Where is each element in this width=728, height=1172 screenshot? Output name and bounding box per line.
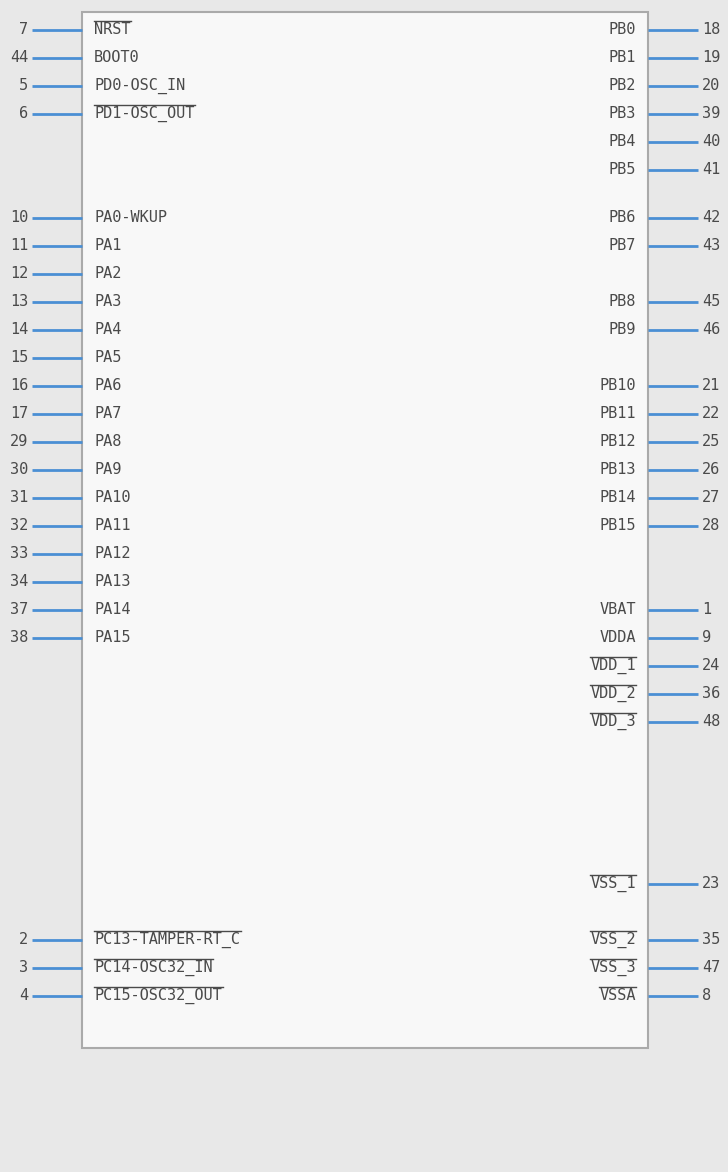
Text: PA13: PA13 [94, 574, 130, 590]
Text: PD0-OSC_IN: PD0-OSC_IN [94, 77, 185, 94]
Text: 16: 16 [9, 379, 28, 394]
Text: 30: 30 [9, 463, 28, 477]
Text: 33: 33 [9, 546, 28, 561]
Text: 9: 9 [702, 631, 711, 646]
Text: PB10: PB10 [599, 379, 636, 394]
Text: 29: 29 [9, 435, 28, 450]
Text: PB2: PB2 [609, 79, 636, 94]
Text: PA8: PA8 [94, 435, 122, 450]
Text: 4: 4 [19, 988, 28, 1003]
Text: 25: 25 [702, 435, 720, 450]
Text: 11: 11 [9, 238, 28, 253]
Text: PB5: PB5 [609, 163, 636, 177]
Text: PA10: PA10 [94, 491, 130, 505]
Text: VSS_1: VSS_1 [590, 875, 636, 892]
Text: 47: 47 [702, 961, 720, 975]
Text: 7: 7 [19, 22, 28, 38]
Bar [82, 12, 648, 1048]
Text: VSSA: VSSA [599, 988, 636, 1003]
Text: 43: 43 [702, 238, 720, 253]
Text: PA1: PA1 [94, 238, 122, 253]
Text: VSS_3: VSS_3 [590, 960, 636, 976]
Text: 20: 20 [702, 79, 720, 94]
Text: 19: 19 [702, 50, 720, 66]
Text: VDD_2: VDD_2 [590, 686, 636, 702]
Text: 41: 41 [702, 163, 720, 177]
Text: 22: 22 [702, 407, 720, 422]
Text: 21: 21 [702, 379, 720, 394]
Text: PD1-OSC_OUT: PD1-OSC_OUT [94, 105, 194, 122]
Text: 46: 46 [702, 322, 720, 338]
Text: 17: 17 [9, 407, 28, 422]
Text: PB15: PB15 [599, 518, 636, 533]
Text: 44: 44 [9, 50, 28, 66]
Text: 8: 8 [702, 988, 711, 1003]
Text: 15: 15 [9, 350, 28, 366]
Text: PA15: PA15 [94, 631, 130, 646]
Text: 6: 6 [19, 107, 28, 122]
Text: PA7: PA7 [94, 407, 122, 422]
Text: 32: 32 [9, 518, 28, 533]
Text: PB7: PB7 [609, 238, 636, 253]
Text: 42: 42 [702, 211, 720, 225]
Text: 2: 2 [19, 933, 28, 947]
Text: PB11: PB11 [599, 407, 636, 422]
Text: 48: 48 [702, 715, 720, 729]
Text: PB4: PB4 [609, 135, 636, 150]
Text: PB12: PB12 [599, 435, 636, 450]
Text: PA11: PA11 [94, 518, 130, 533]
Text: PA5: PA5 [94, 350, 122, 366]
Text: NRST: NRST [94, 22, 130, 38]
Text: PA2: PA2 [94, 266, 122, 281]
Text: PA4: PA4 [94, 322, 122, 338]
Text: BOOT0: BOOT0 [94, 50, 140, 66]
Text: 23: 23 [702, 877, 720, 892]
Text: 37: 37 [9, 602, 28, 618]
Text: 18: 18 [702, 22, 720, 38]
Text: VDD_1: VDD_1 [590, 657, 636, 674]
Text: PB3: PB3 [609, 107, 636, 122]
Text: 27: 27 [702, 491, 720, 505]
Text: PB14: PB14 [599, 491, 636, 505]
Text: 38: 38 [9, 631, 28, 646]
Text: 36: 36 [702, 687, 720, 702]
Text: PB0: PB0 [609, 22, 636, 38]
Text: 1: 1 [702, 602, 711, 618]
Text: 28: 28 [702, 518, 720, 533]
Text: 12: 12 [9, 266, 28, 281]
Text: PC15-OSC32_OUT: PC15-OSC32_OUT [94, 988, 222, 1004]
Text: 34: 34 [9, 574, 28, 590]
Text: 39: 39 [702, 107, 720, 122]
Text: PB13: PB13 [599, 463, 636, 477]
Text: VDD_3: VDD_3 [590, 714, 636, 730]
Text: PC13-TAMPER-RT_C: PC13-TAMPER-RT_C [94, 932, 240, 948]
Text: 31: 31 [9, 491, 28, 505]
Text: VBAT: VBAT [599, 602, 636, 618]
Text: 26: 26 [702, 463, 720, 477]
Text: 24: 24 [702, 659, 720, 674]
Text: PA0-WKUP: PA0-WKUP [94, 211, 167, 225]
Text: 35: 35 [702, 933, 720, 947]
Text: 3: 3 [19, 961, 28, 975]
Text: 45: 45 [702, 294, 720, 309]
Text: PA12: PA12 [94, 546, 130, 561]
Text: PA14: PA14 [94, 602, 130, 618]
Text: VSS_2: VSS_2 [590, 932, 636, 948]
Text: PA6: PA6 [94, 379, 122, 394]
Text: PB6: PB6 [609, 211, 636, 225]
Text: 13: 13 [9, 294, 28, 309]
Text: PA3: PA3 [94, 294, 122, 309]
Text: PB9: PB9 [609, 322, 636, 338]
Text: VDDA: VDDA [599, 631, 636, 646]
Text: 14: 14 [9, 322, 28, 338]
Text: 40: 40 [702, 135, 720, 150]
Text: PC14-OSC32_IN: PC14-OSC32_IN [94, 960, 213, 976]
Text: 5: 5 [19, 79, 28, 94]
Text: PB1: PB1 [609, 50, 636, 66]
Text: PA9: PA9 [94, 463, 122, 477]
Text: PB8: PB8 [609, 294, 636, 309]
Text: 10: 10 [9, 211, 28, 225]
